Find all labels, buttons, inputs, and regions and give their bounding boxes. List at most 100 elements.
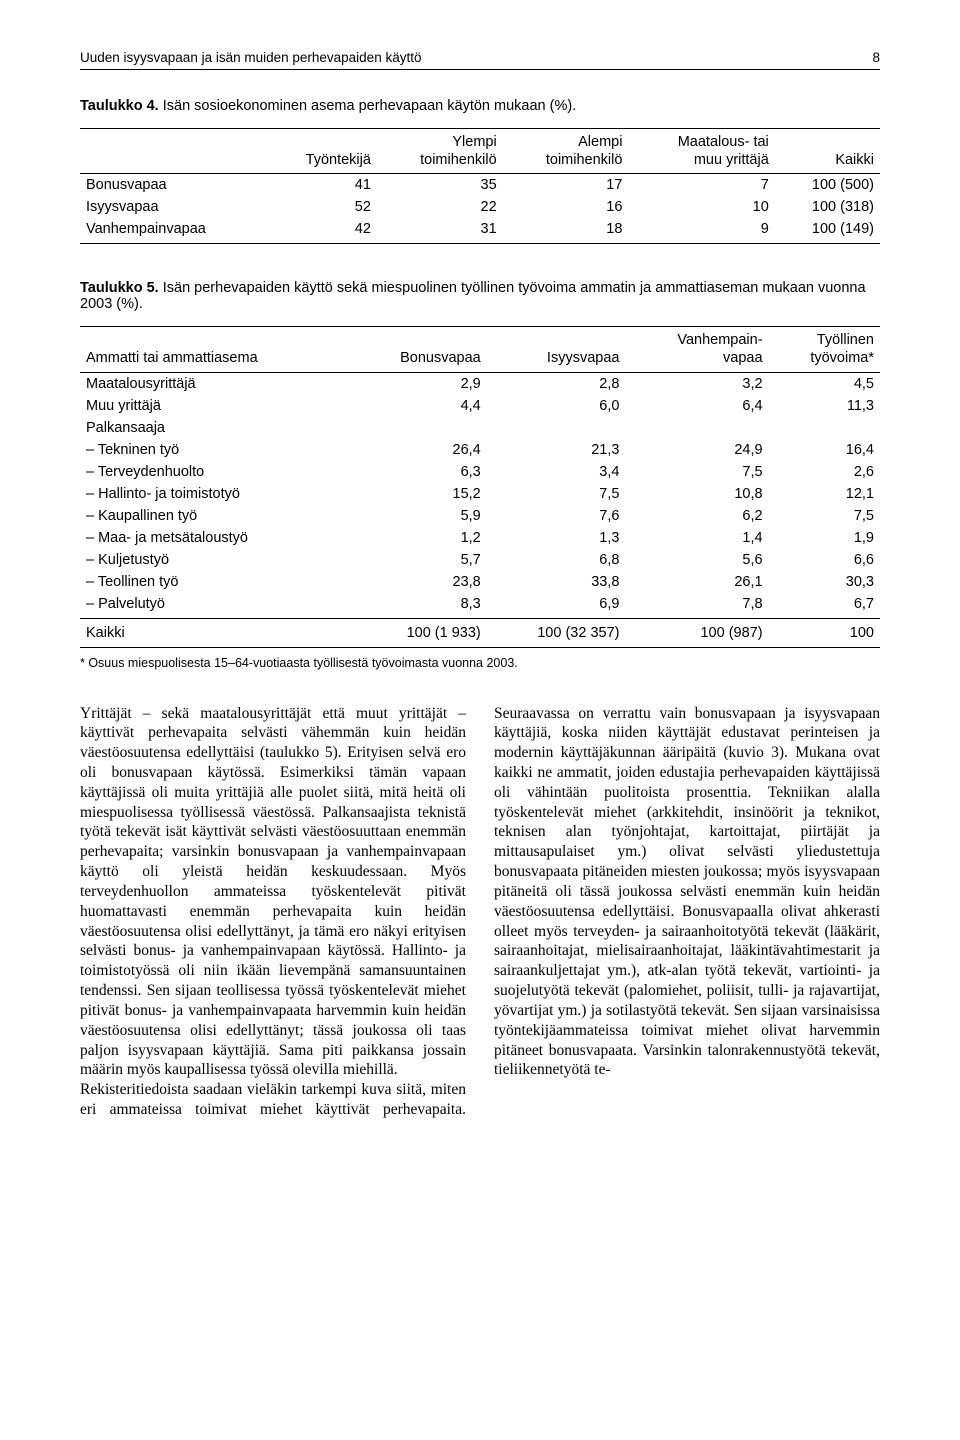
table-cell: 26,4: [350, 439, 486, 461]
table5-header: Ammatti tai ammattiasema: [80, 327, 350, 372]
table-cell: 1,3: [487, 527, 626, 549]
table-cell: 26,1: [625, 571, 768, 593]
table-cell: [769, 417, 880, 439]
table-cell: 1,2: [350, 527, 486, 549]
table-cell: 10,8: [625, 483, 768, 505]
table-cell: 1,4: [625, 527, 768, 549]
table-row: – Teollinen työ23,833,826,130,3: [80, 571, 880, 593]
table-cell: – Terveydenhuolto: [80, 461, 350, 483]
table4-caption-text: Isän sosioekonominen asema perhevapaan k…: [159, 98, 577, 114]
table-cell: 16: [503, 196, 629, 218]
table-cell: – Palvelutyö: [80, 593, 350, 619]
table-cell: 4,4: [350, 395, 486, 417]
table5-caption: Taulukko 5. Isän perhevapaiden käyttö se…: [80, 280, 880, 312]
table-cell: [487, 417, 626, 439]
table-row: Muu yrittäjä4,46,06,411,3: [80, 395, 880, 417]
table-cell: 11,3: [769, 395, 880, 417]
table-cell: 6,6: [769, 549, 880, 571]
table-cell: 7: [628, 174, 774, 197]
table-cell: 100 (987): [625, 618, 768, 647]
table-cell: 17: [503, 174, 629, 197]
table-cell: Isyysvapaa: [80, 196, 267, 218]
table-row: Palkansaaja: [80, 417, 880, 439]
table-cell: – Kaupallinen työ: [80, 505, 350, 527]
table-cell: 6,3: [350, 461, 486, 483]
table-cell: 7,6: [487, 505, 626, 527]
table5-header: Isyysvapaa: [487, 327, 626, 372]
table-cell: 6,4: [625, 395, 768, 417]
table-cell: 5,6: [625, 549, 768, 571]
table-row: Vanhempainvapaa4231189100 (149): [80, 218, 880, 244]
table-cell: 100 (1 933): [350, 618, 486, 647]
page-title: Uuden isyysvapaan ja isän muiden perheva…: [80, 50, 421, 65]
table-cell: Kaikki: [80, 618, 350, 647]
table-cell: 2,6: [769, 461, 880, 483]
table-row: – Terveydenhuolto6,33,47,52,6: [80, 461, 880, 483]
table-cell: 7,5: [625, 461, 768, 483]
table4: TyöntekijäYlempitoimihenkilöAlempitoimih…: [80, 128, 880, 244]
table-total-row: Kaikki100 (1 933)100 (32 357)100 (987)10…: [80, 618, 880, 647]
table-cell: 33,8: [487, 571, 626, 593]
table-cell: 16,4: [769, 439, 880, 461]
table-cell: Maatalousyrittäjä: [80, 372, 350, 395]
table-row: – Hallinto- ja toimistotyö15,27,510,812,…: [80, 483, 880, 505]
table4-caption-num: Taulukko 4.: [80, 98, 159, 114]
table-cell: 100 (149): [775, 218, 880, 244]
table-cell: 31: [377, 218, 503, 244]
table4-header: Maatalous- taimuu yrittäjä: [628, 129, 774, 174]
table-cell: 100 (500): [775, 174, 880, 197]
table-cell: 6,9: [487, 593, 626, 619]
table4-header: Ylempitoimihenkilö: [377, 129, 503, 174]
table-row: – Kuljetustyö5,76,85,66,6: [80, 549, 880, 571]
table-cell: 15,2: [350, 483, 486, 505]
table5-header: Vanhempain-vapaa: [625, 327, 768, 372]
table-cell: – Tekninen työ: [80, 439, 350, 461]
table-cell: 6,7: [769, 593, 880, 619]
table-cell: 5,9: [350, 505, 486, 527]
table-cell: 6,8: [487, 549, 626, 571]
table-cell: Vanhempainvapaa: [80, 218, 267, 244]
table-cell: 2,9: [350, 372, 486, 395]
table-row: – Kaupallinen työ5,97,66,27,5: [80, 505, 880, 527]
table-cell: 23,8: [350, 571, 486, 593]
table-cell: – Kuljetustyö: [80, 549, 350, 571]
table-cell: 42: [267, 218, 377, 244]
table5-header: Bonusvapaa: [350, 327, 486, 372]
table-cell: 3,4: [487, 461, 626, 483]
table-cell: 4,5: [769, 372, 880, 395]
table-cell: 9: [628, 218, 774, 244]
table-row: Bonusvapaa4135177100 (500): [80, 174, 880, 197]
table-cell: 41: [267, 174, 377, 197]
table5-caption-num: Taulukko 5.: [80, 280, 159, 296]
table-cell: 22: [377, 196, 503, 218]
table-row: – Tekninen työ26,421,324,916,4: [80, 439, 880, 461]
table-cell: Bonusvapaa: [80, 174, 267, 197]
table-row: Isyysvapaa52221610100 (318): [80, 196, 880, 218]
table-cell: [625, 417, 768, 439]
table-cell: 1,9: [769, 527, 880, 549]
table-cell: [350, 417, 486, 439]
table-cell: 6,2: [625, 505, 768, 527]
table4-caption: Taulukko 4. Isän sosioekonominen asema p…: [80, 98, 880, 114]
table-cell: – Hallinto- ja toimistotyö: [80, 483, 350, 505]
table-cell: 100 (318): [775, 196, 880, 218]
table-cell: 24,9: [625, 439, 768, 461]
table-cell: 18: [503, 218, 629, 244]
table-cell: 2,8: [487, 372, 626, 395]
table-cell: 100: [769, 618, 880, 647]
table5-caption-text: Isän perhevapaiden käyttö sekä miespuoli…: [80, 280, 866, 312]
table-cell: 21,3: [487, 439, 626, 461]
table-cell: 7,5: [769, 505, 880, 527]
table-cell: 10: [628, 196, 774, 218]
table5: Ammatti tai ammattiasemaBonusvapaaIsyysv…: [80, 326, 880, 647]
table-cell: 7,8: [625, 593, 768, 619]
table-cell: – Teollinen työ: [80, 571, 350, 593]
table5-footnote: * Osuus miespuolisesta 15–64-vuotiaasta …: [80, 656, 880, 670]
table-cell: 100 (32 357): [487, 618, 626, 647]
table-cell: Muu yrittäjä: [80, 395, 350, 417]
table-cell: Palkansaaja: [80, 417, 350, 439]
table-row: Maatalousyrittäjä2,92,83,24,5: [80, 372, 880, 395]
table5-header: Työllinentyövoima*: [769, 327, 880, 372]
table-cell: 52: [267, 196, 377, 218]
table-cell: 35: [377, 174, 503, 197]
